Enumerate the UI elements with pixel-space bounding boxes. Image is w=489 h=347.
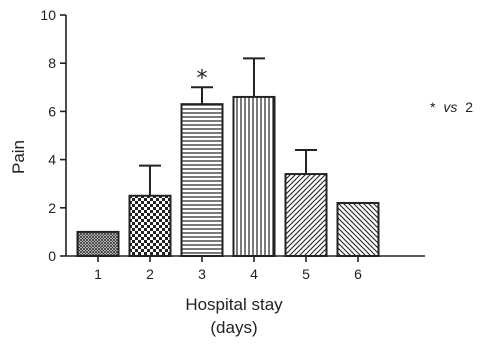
x-tick-label: 3	[198, 266, 206, 282]
y-ticks: 0 2 4 6 8 10	[40, 7, 66, 264]
x-tick-label: 6	[354, 266, 362, 282]
y-tick-label: 8	[48, 55, 56, 71]
significance-markers: *	[197, 66, 208, 91]
significance-note: * vs 2	[430, 99, 473, 115]
note-value: 2	[465, 99, 473, 115]
x-tick-label: 2	[146, 266, 154, 282]
x-ticks: 1 2 3 4 5 6	[94, 256, 362, 282]
x-tick-label: 4	[250, 266, 258, 282]
x-tick-label: 5	[302, 266, 310, 282]
bar-day-4	[232, 95, 276, 257]
bar-day-2	[128, 194, 172, 257]
y-tick-label: 6	[48, 103, 56, 119]
error-bars	[139, 57, 317, 196]
x-axis-unit: (days)	[210, 318, 257, 337]
bars	[76, 95, 380, 257]
y-tick-label: 10	[40, 7, 56, 23]
y-tick-label: 4	[48, 152, 56, 168]
bar-day-1	[76, 230, 120, 257]
bar-day-6	[336, 201, 380, 257]
y-tick-label: 2	[48, 200, 56, 216]
y-tick-label: 0	[48, 248, 56, 264]
x-tick-label: 1	[94, 266, 102, 282]
bar-day-3	[180, 103, 224, 257]
x-axis-title: Hospital stay	[185, 295, 283, 314]
note-italic: vs	[443, 99, 457, 115]
note-star: *	[430, 99, 436, 115]
significance-star: *	[197, 66, 208, 91]
bar-day-5	[284, 173, 328, 257]
y-axis-title: Pain	[9, 140, 28, 174]
